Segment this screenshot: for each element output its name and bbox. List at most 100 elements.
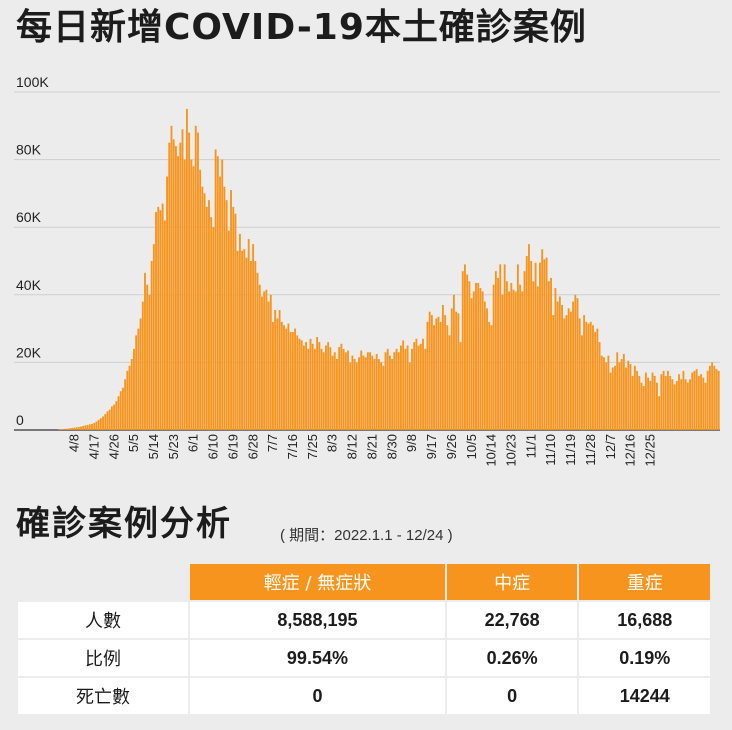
bar [554,288,557,430]
bar [693,370,696,430]
bar [320,348,323,430]
bar [706,370,709,430]
bar [580,335,583,430]
bar [254,261,257,430]
bar [393,352,396,430]
bar [638,375,641,430]
bar [291,331,294,430]
bar [333,352,336,430]
cell-value: 14244 [579,678,710,714]
bar [249,261,252,430]
bar [556,301,559,430]
bar [691,372,694,430]
bar [152,244,155,430]
analysis-period: ( 期間：2022.1.1 - 12/24 ) [280,527,453,544]
bar [183,159,186,430]
bar [110,406,113,430]
bar [141,301,144,430]
bar [216,156,219,430]
bar [647,377,650,430]
x-tick-label: 9/17 [424,434,439,459]
bar [263,291,266,430]
bar [347,350,349,430]
bar [384,352,387,430]
bar [587,323,590,430]
bar [289,331,292,430]
bar [455,311,458,430]
bar [682,370,685,430]
bar [603,357,605,430]
bar [278,310,281,430]
bar [155,211,157,430]
x-tick-label: 4/26 [106,434,121,459]
bar [653,375,656,430]
x-tick-label: 7/25 [305,434,320,459]
x-tick-label: 11/28 [583,434,598,466]
bar [322,352,325,430]
bar [534,262,537,430]
bar [400,345,402,430]
bar [181,129,184,430]
x-tick-label: 10/23 [503,434,518,467]
x-tick-label: 12/25 [642,434,657,467]
bar [210,217,213,430]
y-tick-label: 20K [16,344,42,360]
bar [497,277,499,430]
bar [197,132,199,430]
bar [550,277,552,430]
bar [642,386,645,430]
bar [457,313,460,430]
bar [397,352,400,430]
bar [702,377,705,430]
bar [651,372,654,430]
bar [609,372,612,430]
bar [353,359,356,430]
bar [150,261,153,430]
bar [318,342,321,430]
bar [528,244,530,430]
bar [512,289,515,430]
bar [179,142,182,430]
bar [342,348,345,430]
bar [450,308,453,430]
x-tick-label: 9/8 [404,434,419,452]
x-tick-label: 10/5 [464,434,479,459]
bar [411,348,413,430]
bar [300,340,303,430]
bar [419,343,422,430]
bar [622,353,625,430]
bar [413,342,416,430]
bar [163,220,166,430]
bar [417,345,420,430]
bar [75,427,78,430]
bar [424,348,427,430]
bar [212,227,215,430]
x-axis-labels: 4/8 4/17 4/26 5/5 5/14 5/23 6/1 6/10 6/19 6/28 7/7… [67,434,658,467]
bar [355,362,358,430]
header-severe: 重症 [579,564,710,600]
bar [66,428,69,430]
daily-cases-bar-chart: 0 20K 40K 60K 80K 100K 4/8 4/17 4/26 5/5 5/14 5/23… [14,74,720,467]
bar [452,294,455,430]
bar [373,359,376,430]
bar [448,335,451,430]
bar [662,370,665,430]
bar [223,186,226,430]
bar [265,289,268,430]
bar [585,321,588,430]
bar [199,169,202,430]
bar [704,382,707,430]
bar [106,411,109,430]
bar [190,159,193,430]
bar [618,362,621,430]
bar [578,318,581,430]
bar [386,348,389,430]
bar [636,370,639,430]
bar [208,200,210,430]
bar [362,355,365,430]
bar [313,348,316,430]
bar [325,345,327,430]
bar [426,321,429,430]
bar [159,210,162,430]
bar [364,357,367,430]
